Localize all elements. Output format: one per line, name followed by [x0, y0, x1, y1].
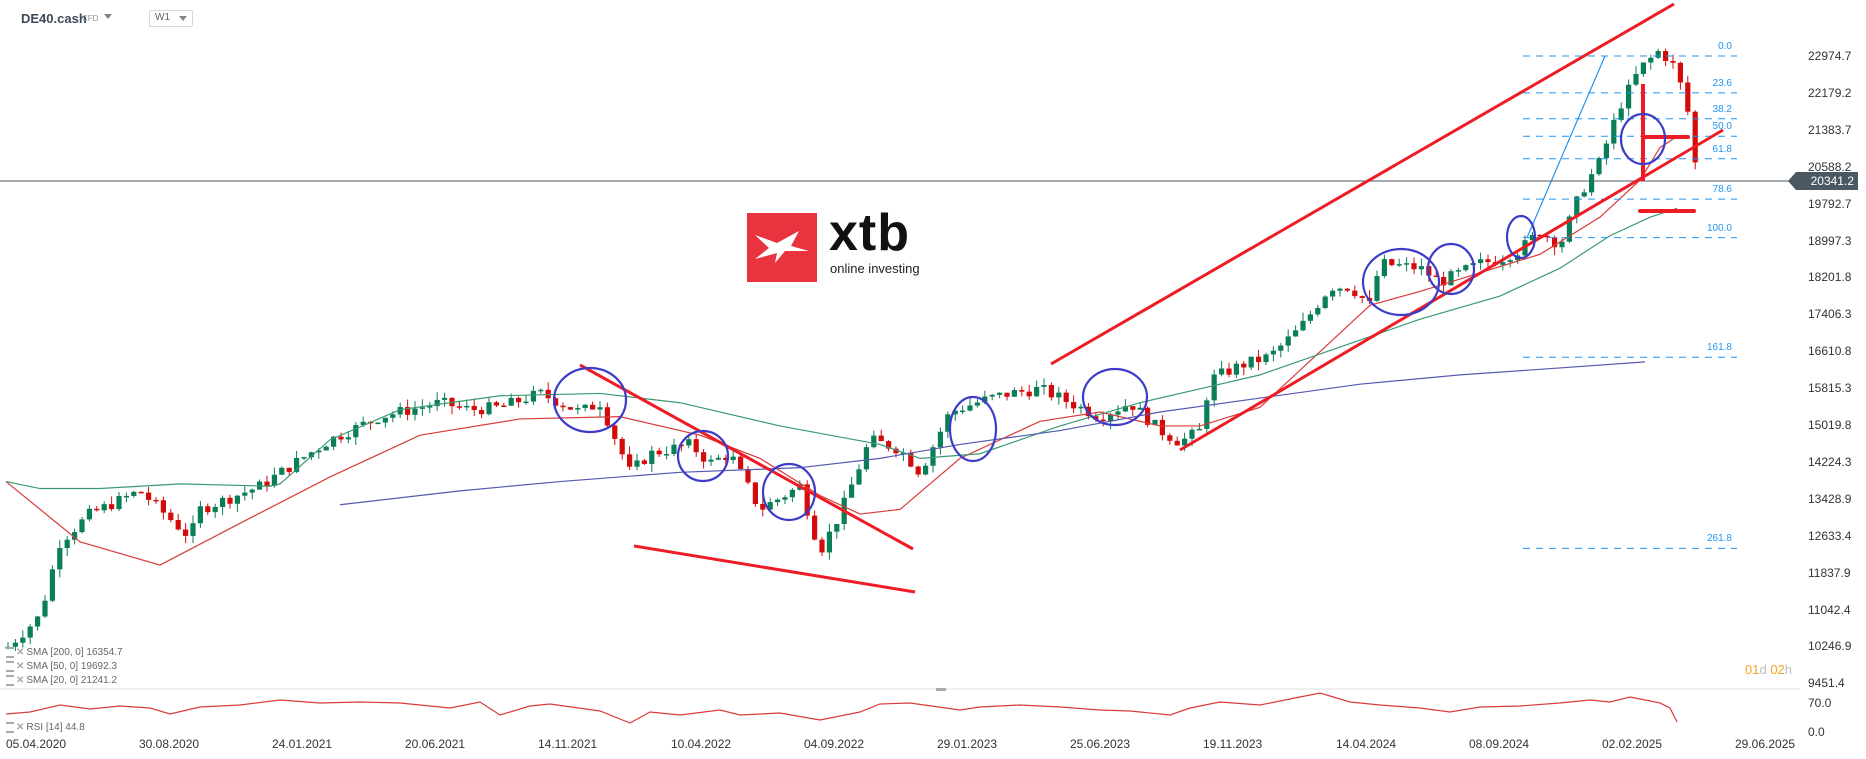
- price-axis-tick: 9451.4: [1808, 676, 1845, 691]
- symbol-name[interactable]: DE40.cash: [21, 11, 87, 26]
- symbol-dropdown-chevron-down-icon[interactable]: [104, 14, 112, 19]
- time-axis-tick: 14.04.2024: [1336, 737, 1397, 751]
- legend-sma50[interactable]: ✕ SMA [50, 0] 19692.3: [6, 661, 117, 672]
- rsi-axis-tick-70: 70.0: [1808, 696, 1832, 710]
- price-axis-tick: 19792.7: [1808, 196, 1852, 211]
- price-axis-tick: 15019.8: [1808, 418, 1852, 432]
- time-axis-tick: 08.09.2024: [1469, 737, 1530, 751]
- time-axis-tick: 05.04.2020: [6, 737, 67, 751]
- countdown-hours-value: 02: [1770, 662, 1785, 677]
- time-axis-tick: 19.11.2023: [1203, 737, 1263, 751]
- price-axis-tick: 11042.4: [1808, 602, 1851, 617]
- countdown-days-unit: d: [1759, 662, 1767, 677]
- price-axis-tick: 11837.9: [1808, 565, 1851, 580]
- fib-level-label: 78.6: [1712, 184, 1732, 196]
- countdown-days-value: 01: [1745, 662, 1760, 677]
- fib-level-label: 161.8: [1706, 342, 1732, 354]
- countdown-hours-unit: h: [1784, 662, 1793, 677]
- price-axis-tick: 16610.8: [1808, 344, 1852, 359]
- remove-indicator-close-icon[interactable]: ✕: [16, 647, 25, 659]
- time-axis-tick: 30.08.2020: [139, 737, 200, 751]
- fib-level-label: 23.6: [1712, 77, 1732, 89]
- legend-sma20-label: SMA [20, 0] 21241.2: [26, 675, 118, 687]
- settings-menu-icon[interactable]: [6, 675, 14, 686]
- price-axis-tick: 21383.7: [1808, 122, 1852, 137]
- price-axis-tick: 15815.3: [1808, 381, 1852, 396]
- fib-level-label: 100.0: [1706, 222, 1732, 234]
- timeframe-select[interactable]: W1: [149, 10, 193, 27]
- time-axis-tick: 04.09.2022: [804, 737, 865, 751]
- price-axis-tick: 18201.8: [1808, 270, 1852, 285]
- timeframe-chevron-down-icon: [179, 16, 187, 21]
- legend-sma50-label: SMA [50, 0] 19692.3: [26, 661, 118, 673]
- timeframe-value: W1: [155, 12, 170, 23]
- xtb-logo-mark-icon: [747, 213, 817, 282]
- fib-level-label: 38.2: [1712, 103, 1732, 115]
- remove-indicator-close-icon[interactable]: ✕: [16, 675, 25, 687]
- legend-sma20[interactable]: ✕ SMA [20, 0] 21241.2: [6, 675, 117, 686]
- remove-indicator-close-icon[interactable]: ✕: [16, 722, 25, 734]
- remove-indicator-close-icon[interactable]: ✕: [16, 661, 25, 673]
- price-axis-tick: 17406.3: [1808, 307, 1852, 322]
- time-axis-tick: 20.06.2021: [405, 737, 466, 751]
- price-axis-tick: 12633.4: [1808, 528, 1852, 543]
- legend-rsi-label: RSI [14] 44.8: [26, 722, 85, 734]
- xtb-logo-wordmark: xtb: [829, 204, 910, 262]
- price-axis-tick: 13428.9: [1808, 491, 1852, 506]
- fib-level-label: 61.8: [1712, 143, 1732, 155]
- candles: [5, 48, 1698, 651]
- legend-sma200[interactable]: ✕ SMA [200, 0] 16354.7: [6, 647, 123, 658]
- time-axis-tick: 02.02.2025: [1602, 737, 1663, 751]
- settings-menu-icon[interactable]: [6, 661, 14, 672]
- time-axis-tick: 14.11.2021: [538, 737, 598, 751]
- time-axis-tick: 10.04.2022: [671, 737, 732, 751]
- legend-rsi[interactable]: ✕ RSI [14] 44.8: [6, 722, 85, 733]
- price-axis-tick: 22974.7: [1808, 49, 1852, 63]
- toolbar: DE40.cash CFD W1: [0, 0, 1866, 34]
- fib-level-label: 50.0: [1712, 121, 1732, 133]
- xtb-logo-tagline: online investing: [830, 261, 920, 276]
- rsi-axis-tick-0: 0.0: [1808, 725, 1825, 739]
- fib-level-label: 0.0: [1718, 41, 1732, 52]
- settings-menu-icon[interactable]: [6, 722, 14, 733]
- price-axis-tick: 20588.2: [1808, 159, 1852, 174]
- fib-level-label: 261.8: [1706, 533, 1732, 545]
- settings-menu-icon[interactable]: [6, 647, 14, 658]
- price-axis-tick: 10246.9: [1808, 639, 1852, 654]
- current-price-tag: 20341.2: [1788, 172, 1858, 190]
- time-axis-tick: 25.06.2023: [1070, 737, 1131, 751]
- time-axis-tick: 29.01.2023: [937, 737, 998, 751]
- candle-countdown: 01d 02h: [1745, 662, 1792, 677]
- time-axis-tick: 29.06.2025: [1735, 737, 1796, 751]
- legend-sma200-label: SMA [200, 0] 16354.7: [26, 647, 123, 659]
- price-axis-tick: 18997.3: [1808, 233, 1852, 248]
- symbol-type: CFD: [82, 14, 99, 23]
- price-axis-tick: 22179.2: [1808, 85, 1852, 100]
- price-axis-tick: 14224.3: [1808, 454, 1852, 469]
- time-axis-tick: 24.01.2021: [272, 737, 333, 751]
